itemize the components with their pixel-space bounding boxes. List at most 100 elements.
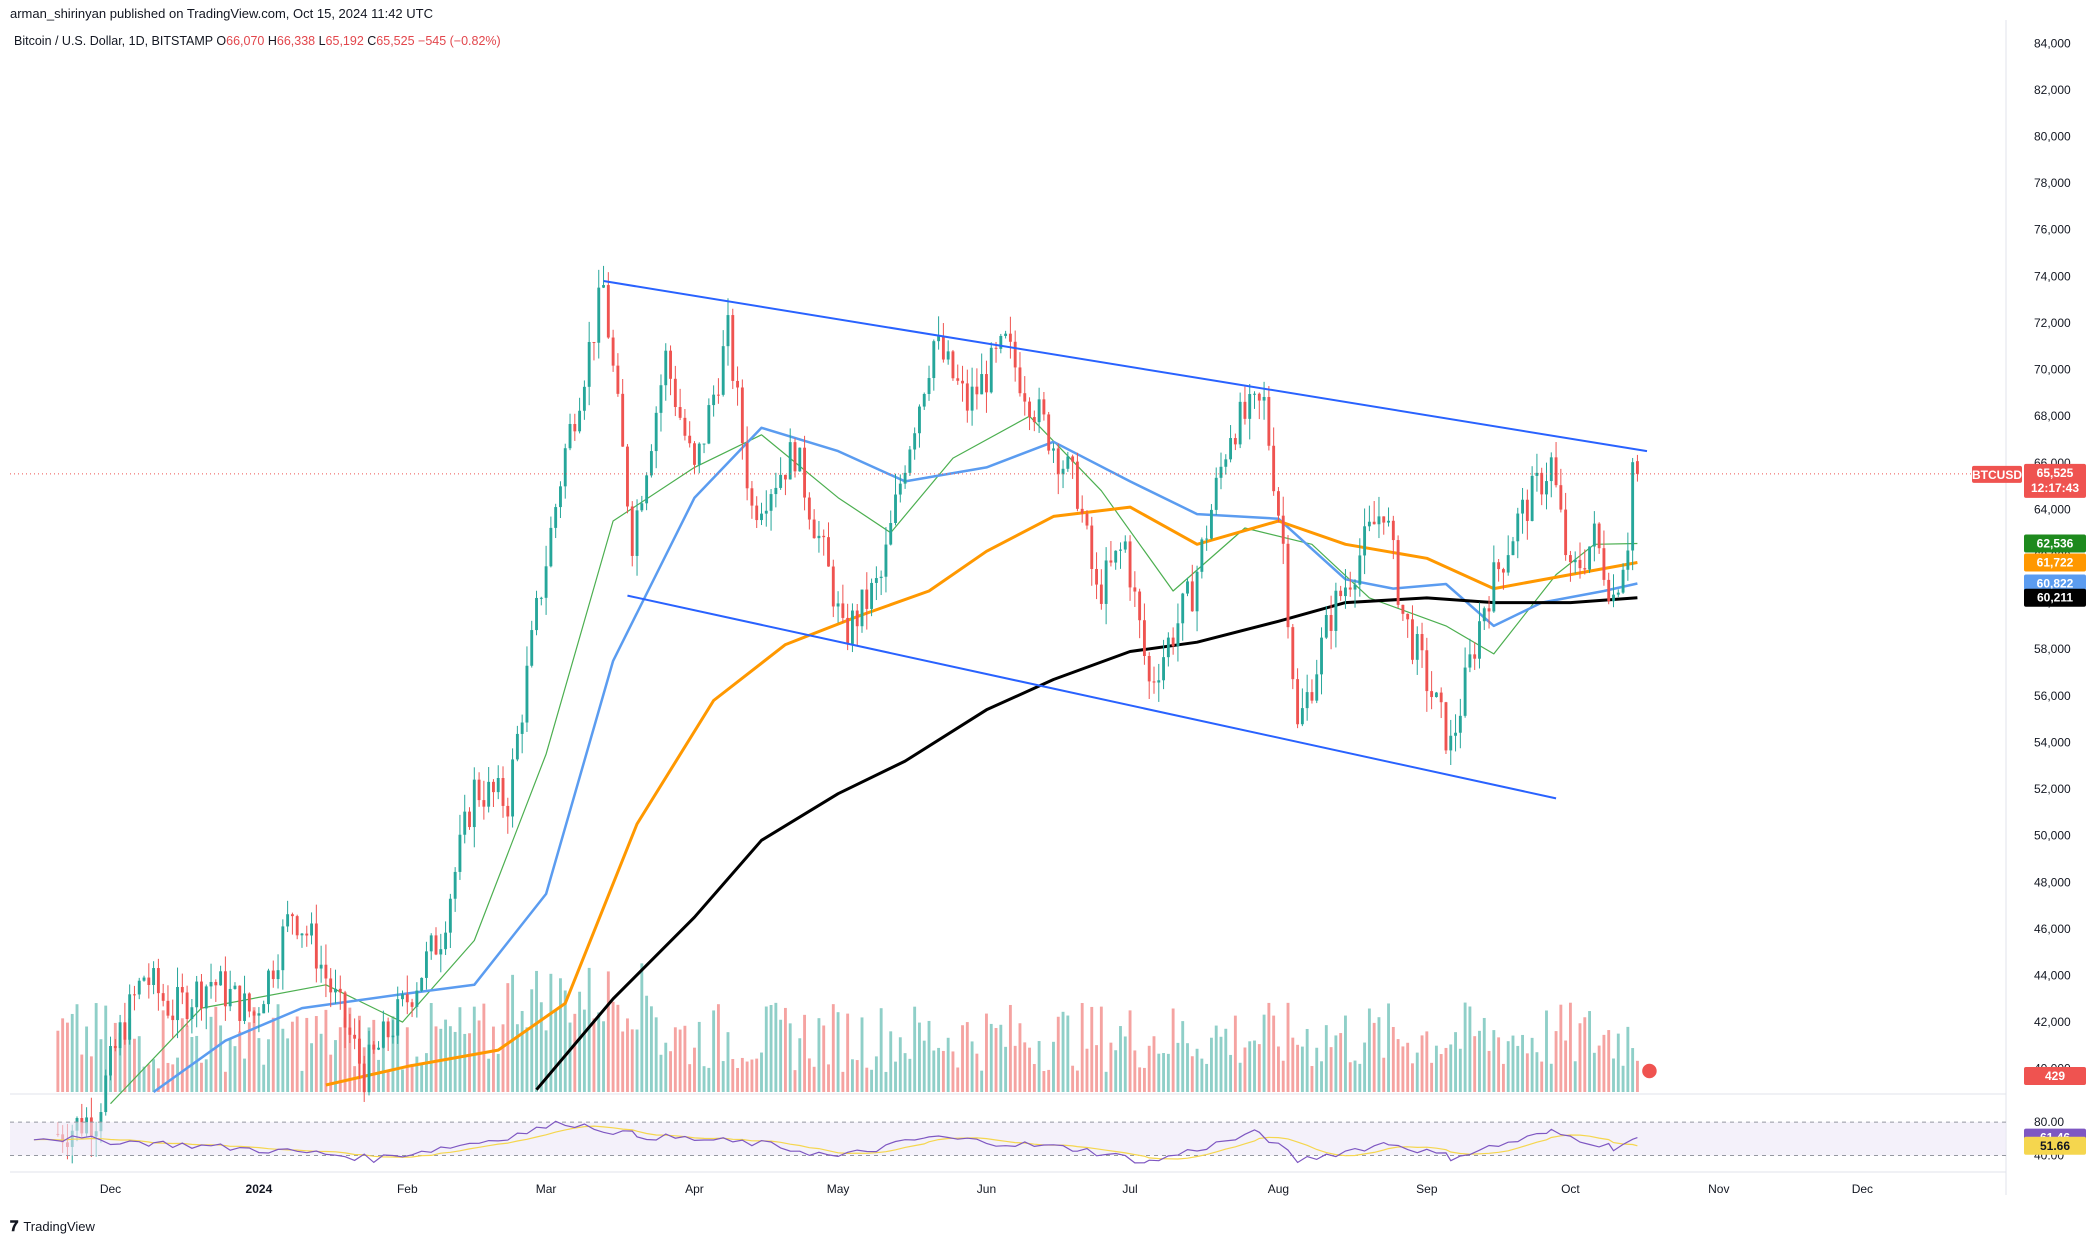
volume-bar — [1458, 1048, 1462, 1092]
candle-body — [1291, 627, 1295, 680]
candle-body — [941, 336, 945, 360]
candle-body — [295, 916, 299, 936]
volume-bar — [1109, 1042, 1113, 1092]
volume-bar — [961, 1025, 964, 1092]
volume-bar — [879, 1008, 883, 1092]
channel-lines[interactable] — [10, 280, 2006, 800]
candle-body — [381, 1021, 385, 1048]
candle-body — [836, 603, 840, 607]
volume-bar — [769, 1005, 773, 1092]
volume-bar — [559, 978, 562, 1092]
candle-body — [855, 610, 859, 627]
volume-bar — [415, 1056, 419, 1092]
x-tick-label: Oct — [1561, 1182, 1580, 1196]
candle-body — [492, 781, 495, 793]
candle-body — [1128, 541, 1132, 588]
volume-bar — [1028, 1047, 1031, 1092]
candle-body — [1075, 461, 1079, 509]
candle-body — [1320, 637, 1323, 675]
volume-bar — [1133, 1050, 1137, 1092]
volume-bar — [822, 1025, 826, 1092]
candle-body — [1482, 608, 1486, 622]
volume-bar — [908, 1058, 912, 1092]
volume-bar — [1540, 1061, 1544, 1092]
volume-bar — [922, 1040, 926, 1092]
volume-bar — [841, 1071, 845, 1092]
volume-bar — [898, 1037, 902, 1092]
volume-bar — [1166, 1053, 1170, 1092]
last-price-tag-text: 12:17:43 — [2031, 481, 2079, 495]
candle-body — [305, 933, 309, 936]
x-tick-label: Apr — [685, 1182, 704, 1196]
candle-body — [994, 347, 998, 349]
candle-body — [846, 617, 850, 644]
candle-body — [1061, 468, 1065, 475]
candle-body — [286, 914, 290, 927]
volume-bar — [755, 1058, 759, 1092]
candle-body — [755, 505, 759, 521]
volume-bar — [817, 1018, 821, 1092]
volume-bar — [1415, 1052, 1419, 1092]
candle-body — [247, 993, 251, 1012]
candle-body — [377, 1047, 381, 1050]
candle-body — [200, 981, 203, 1009]
candle-body — [1458, 715, 1462, 733]
candle-body — [1449, 735, 1453, 751]
candle-body — [1195, 571, 1199, 612]
sma-fast-tag-bg — [2024, 534, 2086, 553]
volume-bar — [649, 1006, 653, 1092]
candle-body — [879, 576, 883, 579]
candle-body — [1310, 692, 1314, 701]
candle-body — [1415, 634, 1419, 660]
candle-body — [1008, 333, 1012, 342]
time-axis[interactable]: Dec 2024 Feb Mar Apr May Jun Jul Aug Sep Oct Nov Dec — [100, 1182, 1873, 1196]
volume-bar — [1090, 1006, 1094, 1092]
volume-bar — [578, 991, 582, 1092]
volume-bar — [1238, 1062, 1242, 1092]
candle-body — [750, 488, 754, 506]
volume-bar — [937, 1047, 941, 1092]
candle-body — [654, 412, 658, 452]
volume-bar — [688, 1064, 692, 1092]
volume-bar — [444, 1019, 448, 1092]
volume-bar — [1104, 1071, 1108, 1092]
candle-body — [520, 722, 524, 734]
y-tick-label: 76,000 — [2034, 223, 2071, 237]
candle-body — [597, 287, 601, 343]
volume-bar — [980, 1070, 984, 1092]
volume-bar — [66, 1022, 69, 1092]
candle-body — [697, 443, 701, 465]
y-tick-label: 54,000 — [2034, 735, 2071, 749]
low-value: 65,192 — [325, 34, 364, 48]
y-tick-label: 52,000 — [2034, 782, 2071, 796]
candle-body — [243, 993, 246, 1021]
volume-bar — [1253, 1040, 1256, 1092]
candle-body — [1253, 393, 1256, 395]
footer: 𝟕 TradingView — [10, 1218, 95, 1235]
volume-bar — [1243, 1047, 1247, 1092]
volume-bar — [1391, 1026, 1395, 1092]
candle-body — [1516, 513, 1520, 542]
volume-bar — [1085, 1048, 1089, 1092]
candle-body — [1243, 401, 1247, 419]
volume-bar — [391, 1016, 395, 1092]
volume-bar — [645, 995, 649, 1092]
volume-bar — [683, 1025, 687, 1092]
volume-bar — [1363, 1042, 1367, 1092]
candle-body — [688, 435, 692, 444]
volume-bar — [89, 1056, 93, 1092]
candle-body — [166, 1000, 170, 1016]
volume-bar — [1568, 1002, 1572, 1092]
volume-bar — [1406, 1042, 1410, 1092]
candle-body — [1382, 516, 1386, 523]
volume-bar — [1635, 1060, 1639, 1092]
candle-body — [113, 1045, 117, 1049]
volume-bar — [468, 1033, 471, 1092]
volume-bar — [956, 1067, 960, 1092]
candle-body — [630, 506, 634, 556]
price-axis[interactable]: 84,000 82,000 80,000 78,000 76,000 74,000 72,0… — [2034, 36, 2071, 1075]
candle-body — [1157, 680, 1161, 683]
candle-body — [1434, 692, 1438, 698]
y-tick-label: 82,000 — [2034, 83, 2071, 97]
